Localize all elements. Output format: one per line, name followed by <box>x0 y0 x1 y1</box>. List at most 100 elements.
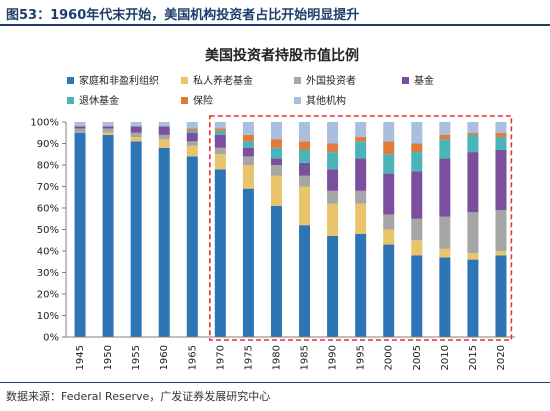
bar-segment <box>467 134 479 153</box>
x-tick-label: 1980 <box>271 345 282 370</box>
footer-divider <box>0 382 550 383</box>
bar-segment <box>439 122 451 135</box>
bar-segment <box>102 134 114 337</box>
y-tick-label: 40% <box>37 247 59 258</box>
legend-label: 退休基金 <box>79 94 119 107</box>
bar-segment <box>74 128 86 133</box>
bar-segment <box>242 188 254 337</box>
legend-swatch <box>294 97 301 104</box>
bar-segment <box>74 132 86 337</box>
bar-segment <box>355 190 367 204</box>
bar-segment <box>411 240 423 256</box>
bar-segment <box>411 218 423 241</box>
bar-segment <box>130 132 142 138</box>
x-tick-label: 1950 <box>103 345 114 370</box>
bar-segment <box>383 122 395 142</box>
bar-segment <box>214 147 226 155</box>
bar-segment <box>186 156 198 337</box>
x-tick-label: 1975 <box>243 345 254 370</box>
bar-segment <box>355 233 367 337</box>
bar-segment <box>327 235 339 337</box>
bar-segment <box>383 244 395 337</box>
bar-segment <box>299 225 311 337</box>
bar-segment <box>186 141 198 146</box>
bar-segment <box>186 130 198 133</box>
bar-segment <box>383 154 395 174</box>
bar-segment <box>411 143 423 153</box>
title-divider <box>0 24 550 26</box>
y-tick-label: 30% <box>37 268 59 279</box>
legend-swatch <box>67 77 74 84</box>
bar-segment <box>299 162 311 176</box>
bar-segment <box>214 154 226 170</box>
bar-segment <box>186 128 198 131</box>
legend-label: 家庭和非盈利组织 <box>79 74 159 87</box>
y-tick-label: 60% <box>37 204 59 215</box>
legend-label: 外国投资者 <box>306 74 356 87</box>
legend-swatch <box>402 77 409 84</box>
bar-segment <box>270 147 282 159</box>
bar-segment <box>214 130 226 135</box>
bar-segment <box>242 156 254 165</box>
bar-segment <box>158 134 170 140</box>
bar-segment <box>130 122 142 127</box>
chart-title: 美国投资者持股市值比例 <box>205 47 359 64</box>
y-tick-label: 50% <box>37 225 59 236</box>
bar-segment <box>383 173 395 215</box>
bar-segment <box>299 149 311 163</box>
bar-segment <box>102 128 114 133</box>
bar-segment <box>355 158 367 191</box>
y-axis: 0% 10% 20% 30% 40% 50% 60% 70% 80% 90% 100% <box>30 118 67 344</box>
x-tick-label: 1995 <box>356 345 367 370</box>
x-tick-label: 1965 <box>187 345 198 370</box>
bar-segment <box>467 259 479 337</box>
bar-segment <box>158 122 170 127</box>
bar-segment <box>130 137 142 142</box>
bar-segment <box>355 122 367 138</box>
y-tick-label: 10% <box>37 311 59 322</box>
bar-segment <box>495 132 507 138</box>
bar-segment <box>439 134 451 140</box>
bar-segment <box>270 175 282 206</box>
legend-label: 保险 <box>193 94 213 107</box>
y-tick-label: 70% <box>37 182 59 193</box>
x-tick-label: 2020 <box>496 345 507 370</box>
bar-segment <box>270 158 282 165</box>
bar-segment <box>355 203 367 234</box>
bar-segment <box>158 139 170 148</box>
bar-segment <box>214 169 226 337</box>
x-tick-label: 1955 <box>131 345 142 370</box>
bar-segment <box>74 122 86 127</box>
x-tick-label: 1985 <box>300 345 311 370</box>
bar-segment <box>383 214 395 230</box>
highlight-box <box>209 115 513 341</box>
bars-group <box>74 122 507 337</box>
bar-segment <box>327 152 339 170</box>
bar-segment <box>270 122 282 140</box>
bar-segment <box>74 126 86 129</box>
bar-segment <box>242 147 254 157</box>
bar-segment <box>299 122 311 142</box>
bar-segment <box>439 257 451 337</box>
x-tick-label: 2015 <box>468 345 479 370</box>
bar-segment <box>383 141 395 155</box>
bar-segment <box>242 141 254 148</box>
bar-segment <box>299 141 311 150</box>
bar-segment <box>102 132 114 135</box>
bar-segment <box>242 165 254 189</box>
bar-segment <box>102 122 114 127</box>
bar-segment <box>467 132 479 135</box>
legend-label: 基金 <box>414 74 434 87</box>
y-tick-label: 100% <box>30 118 59 129</box>
figure-title: 图53：1960年代末开始，美国机构投资者占比开始明显提升 <box>6 8 360 23</box>
bar-segment <box>327 122 339 144</box>
bar-segment <box>327 169 339 191</box>
legend-swatch <box>294 77 301 84</box>
bar-segment <box>130 141 142 337</box>
legend-swatch <box>181 97 188 104</box>
bar-segment <box>411 122 423 144</box>
bar-segment <box>355 137 367 142</box>
x-axis: 1945 1950 1955 1960 1965 1970 1975 1980 1985 1990… <box>66 336 515 370</box>
bar-segment <box>102 126 114 129</box>
